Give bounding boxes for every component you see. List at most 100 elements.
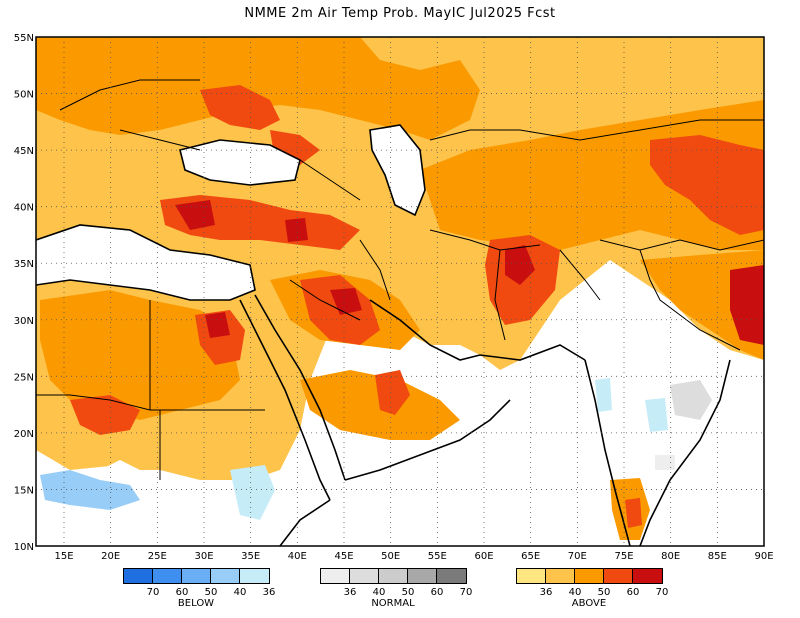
lon-tick-label: 70E	[568, 551, 587, 562]
below-india-2	[645, 398, 668, 432]
lon-tick-label: 60E	[474, 551, 493, 562]
legend-above-bar	[516, 568, 663, 584]
lat-tick-label: 25N	[14, 372, 34, 383]
india-west-coast	[584, 359, 631, 546]
africa-south-blank	[36, 450, 290, 546]
legend-above-swatch	[546, 569, 575, 583]
above-70-iraq	[330, 288, 362, 315]
above-60-sudan	[70, 395, 140, 435]
lat-tick-label: 40N	[14, 203, 34, 214]
caspian-coast	[369, 124, 426, 217]
legend-above-tick: 40	[568, 587, 582, 598]
lat-tick-label: 50N	[14, 90, 34, 101]
above-70-india	[730, 265, 764, 345]
legend-normal-ticks: 36 40 50 60 70	[320, 587, 473, 599]
lon-tick-label: 35E	[241, 551, 260, 562]
legend-below-swatch	[182, 569, 211, 583]
country-borders	[36, 79, 764, 480]
above-50-europe	[36, 37, 480, 140]
lon-tick-label: 30E	[194, 551, 213, 562]
above-south-india-red	[625, 498, 642, 528]
lon-tick-label: 20E	[101, 551, 120, 562]
normal-india-2	[655, 455, 675, 470]
mediterranean-blank	[36, 225, 255, 300]
legend-normal: 36 40 50 60 70 NORMAL	[320, 568, 473, 614]
legend-normal-swatch	[408, 569, 437, 583]
normal-india	[670, 380, 712, 420]
legend-above-label: ABOVE	[571, 598, 607, 609]
chart-title: NMME 2m Air Temp Prob. MayIC Jul2025 Fcs…	[244, 6, 556, 21]
legend-above-swatch	[575, 569, 604, 583]
legend-below-tick: 40	[233, 587, 247, 598]
above-70-afghan	[505, 245, 535, 285]
mediterranean-coast	[36, 224, 256, 301]
below-india	[595, 378, 612, 412]
pakistan-coast	[479, 344, 586, 361]
black-sea-blank	[180, 140, 300, 185]
legend-above-tick: 60	[626, 587, 640, 598]
legend-below-label: BELOW	[177, 598, 215, 609]
lat-tick-label: 55N	[14, 33, 34, 44]
legend-above-tick: 70	[655, 587, 669, 598]
lat-tick-label: 30N	[14, 316, 34, 327]
plot-frame	[35, 36, 765, 547]
red-sea-coast-2	[254, 294, 346, 481]
lat-tick-label: 10N	[14, 542, 34, 553]
coastlines	[36, 124, 731, 546]
legend-normal-bar	[320, 568, 467, 584]
lat-tick-label: 45N	[14, 146, 34, 157]
legend-below-swatch	[124, 569, 153, 583]
legend-below: 70 60 50 40 36 BELOW	[123, 568, 276, 614]
legend-normal-tick: 36	[343, 587, 357, 598]
legend-above-tick: 50	[597, 587, 611, 598]
legend-above: 36 40 50 60 70 ABOVE	[516, 568, 669, 614]
legend-above-tick: 36	[539, 587, 553, 598]
legend-below-bar	[123, 568, 270, 584]
above-50-libya	[40, 290, 240, 420]
red-sea-coast	[239, 299, 331, 501]
legend-above-swatch	[517, 569, 546, 583]
longitude-labels: 15E 20E 25E 30E 35E 40E 45E 50E 55E 60E 65E 70E 75E 8…	[54, 551, 773, 562]
above-60-red-sea	[375, 370, 410, 415]
africa-horn-coast	[279, 499, 331, 546]
above-70-levant	[285, 218, 308, 242]
india-east-coast	[639, 359, 731, 546]
legend-below-swatch	[153, 569, 182, 583]
legend-below-swatch	[211, 569, 240, 583]
lon-tick-label: 85E	[708, 551, 727, 562]
legend-normal-tick: 50	[401, 587, 415, 598]
caspian-blank	[370, 125, 425, 215]
legend-below-tick: 50	[204, 587, 218, 598]
legend-below-tick: 36	[262, 587, 276, 598]
legend-above-swatch	[633, 569, 662, 583]
legend-below-tick: 70	[146, 587, 160, 598]
lon-tick-label: 80E	[661, 551, 680, 562]
above-70-anatolia	[175, 200, 215, 230]
legend-below-ticks: 70 60 50 40 36	[123, 587, 276, 599]
probability-shading	[36, 37, 764, 546]
black-sea-coast	[179, 139, 301, 186]
legend-normal-label: NORMAL	[371, 598, 415, 609]
legend-normal-tick: 60	[430, 587, 444, 598]
legend-normal-tick: 70	[459, 587, 473, 598]
legend-below-tick: 60	[175, 587, 189, 598]
arabia-south-coast	[344, 399, 511, 481]
lon-tick-label: 40E	[288, 551, 307, 562]
legend-above-swatch	[604, 569, 633, 583]
below-ethiopia-2	[230, 465, 275, 520]
legend-normal-swatch	[321, 569, 350, 583]
lon-tick-label: 45E	[334, 551, 353, 562]
legend-normal-swatch	[437, 569, 466, 583]
lon-tick-label: 50E	[381, 551, 400, 562]
lon-tick-label: 25E	[148, 551, 167, 562]
legend-normal-swatch	[350, 569, 379, 583]
lon-tick-label: 15E	[54, 551, 73, 562]
legend-normal-tick: 40	[372, 587, 386, 598]
above-60-balkans	[200, 85, 280, 130]
legend-below-swatch	[240, 569, 269, 583]
arabian-sea-blank	[280, 420, 610, 546]
below-ethiopia	[40, 470, 140, 510]
persian-gulf-coast	[369, 299, 481, 361]
lon-tick-label: 90E	[754, 551, 773, 562]
